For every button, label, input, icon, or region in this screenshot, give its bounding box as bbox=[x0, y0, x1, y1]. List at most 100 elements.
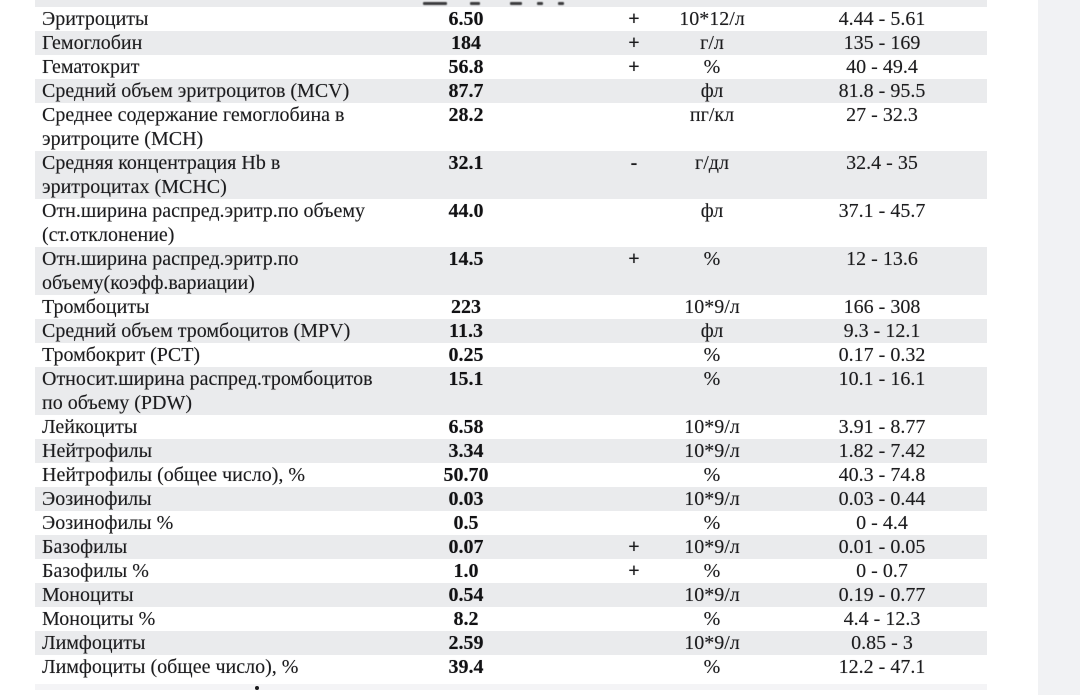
parameter-name: Лейкоциты bbox=[42, 415, 394, 439]
parameter-name: Нейтрофилы bbox=[42, 439, 394, 463]
parameter-name-line1: Тромбоциты bbox=[42, 296, 150, 318]
result-value: 15.1 bbox=[448, 368, 484, 390]
parameter-name-line1: Базофилы % bbox=[42, 560, 149, 582]
viewer-background-gutter bbox=[1038, 0, 1080, 695]
result-value: 184 bbox=[451, 32, 481, 54]
parameter-name: Нейтрофилы (общее число), % bbox=[42, 463, 394, 487]
parameter-name-line1: Относит.ширина распред.тромбоцитов bbox=[42, 368, 373, 390]
reference-range: 0 - 4.4 bbox=[856, 512, 908, 534]
parameter-name-line1: Средний объем эритроцитов (MCV) bbox=[42, 80, 350, 102]
abnormal-flag: + bbox=[628, 248, 640, 270]
unit-label: 10*9/л bbox=[684, 632, 740, 654]
table-row: Эозинофилы % 0.5 % 0 - 4.4 bbox=[35, 511, 987, 535]
unit-label: 10*9/л bbox=[684, 488, 740, 510]
clipped-text-fragment bbox=[255, 686, 259, 690]
parameter-name-line1: Лимфоциты bbox=[42, 632, 146, 654]
parameter-name: Моноциты % bbox=[42, 607, 394, 631]
reference-range: 12.2 - 47.1 bbox=[838, 656, 926, 678]
result-value: 44.0 bbox=[448, 200, 484, 222]
reference-range: 40 - 49.4 bbox=[846, 56, 918, 78]
parameter-name-line1: Эозинофилы bbox=[42, 488, 152, 510]
unit-label: пг/кл bbox=[689, 104, 735, 126]
clipped-previous-row bbox=[35, 0, 987, 7]
unit-label: % bbox=[703, 560, 721, 582]
abnormal-flag: + bbox=[628, 32, 640, 54]
parameter-name-line1: Нейтрофилы bbox=[42, 440, 153, 462]
table-row: Моноциты 0.54 10*9/л 0.19 - 0.77 bbox=[35, 583, 987, 607]
parameter-name: Эритроциты bbox=[42, 7, 394, 31]
parameter-name-line1: Тромбокрит (PCT) bbox=[42, 344, 201, 366]
parameter-name: Эозинофилы bbox=[42, 487, 394, 511]
reference-range: 3.91 - 8.77 bbox=[838, 416, 926, 438]
result-value: 6.58 bbox=[448, 416, 484, 438]
result-value: 14.5 bbox=[448, 248, 484, 270]
reference-range: 27 - 32.3 bbox=[846, 104, 918, 126]
reference-range: 135 - 169 bbox=[843, 32, 921, 54]
result-value: 8.2 bbox=[453, 608, 479, 630]
reference-range: 166 - 308 bbox=[843, 296, 921, 318]
table-row: Нейтрофилы 3.34 10*9/л 1.82 - 7.42 bbox=[35, 439, 987, 463]
lab-results-table: Эритроциты 6.50 + 10*12/л 4.44 - 5.61 Ге… bbox=[35, 0, 987, 690]
clipped-text-fragment bbox=[537, 2, 543, 5]
table-row: Моноциты % 8.2 % 4.4 - 12.3 bbox=[35, 607, 987, 631]
abnormal-flag: + bbox=[628, 56, 640, 78]
result-value: 1.0 bbox=[453, 560, 479, 582]
result-value: 3.34 bbox=[448, 440, 484, 462]
parameter-name: Эозинофилы % bbox=[42, 511, 394, 535]
table-row: Нейтрофилы (общее число), % 50.70 % 40.3… bbox=[35, 463, 987, 487]
result-value: 0.07 bbox=[448, 536, 484, 558]
table-row: Тромбоциты 223 10*9/л 166 - 308 bbox=[35, 295, 987, 319]
clipped-text-fragment bbox=[423, 2, 447, 5]
unit-label: фл bbox=[700, 80, 724, 102]
result-value: 0.25 bbox=[448, 344, 484, 366]
parameter-name: Средняя концентрация Hb в эритроцитах (M… bbox=[42, 151, 394, 199]
parameter-name-line1: Эритроциты bbox=[42, 8, 149, 30]
table-row: Средняя концентрация Hb в эритроцитах (M… bbox=[35, 151, 987, 199]
result-value: 39.4 bbox=[448, 656, 484, 678]
reference-range: 12 - 13.6 bbox=[846, 248, 918, 270]
result-value: 0.03 bbox=[448, 488, 484, 510]
unit-label: % bbox=[703, 368, 721, 390]
table-row: Базофилы 0.07 + 10*9/л 0.01 - 0.05 bbox=[35, 535, 987, 559]
parameter-name-line2: по объему (PDW) bbox=[42, 392, 193, 414]
unit-label: 10*9/л bbox=[684, 416, 740, 438]
reference-range: 81.8 - 95.5 bbox=[838, 80, 926, 102]
reference-range: 4.44 - 5.61 bbox=[838, 8, 926, 30]
parameter-name-line1: Лимфоциты (общее число), % bbox=[42, 656, 299, 678]
parameter-name: Базофилы % bbox=[42, 559, 394, 583]
result-value: 0.5 bbox=[453, 512, 479, 534]
table-row: Относит.ширина распред.тромбоцитов по об… bbox=[35, 367, 987, 415]
document-page: Эритроциты 6.50 + 10*12/л 4.44 - 5.61 Ге… bbox=[35, 0, 987, 690]
unit-label: г/дл bbox=[695, 152, 729, 174]
reference-range: 10.1 - 16.1 bbox=[838, 368, 926, 390]
reference-range: 0 - 0.7 bbox=[856, 560, 908, 582]
parameter-name: Относит.ширина распред.тромбоцитов по об… bbox=[42, 367, 394, 415]
unit-label: 10*9/л bbox=[684, 440, 740, 462]
parameter-name: Отн.ширина распред.эритр.по объему(коэфф… bbox=[42, 247, 394, 295]
result-value: 2.59 bbox=[448, 632, 484, 654]
unit-label: 10*9/л bbox=[684, 536, 740, 558]
reference-range: 0.85 - 3 bbox=[851, 632, 913, 654]
unit-label: % bbox=[703, 512, 721, 534]
parameter-name-line2: (ст.отклонение) bbox=[42, 224, 175, 246]
abnormal-flag: - bbox=[630, 152, 638, 174]
reference-range: 0.03 - 0.44 bbox=[838, 488, 926, 510]
parameter-name: Гематокрит bbox=[42, 55, 394, 79]
clipped-next-row bbox=[35, 684, 987, 690]
table-row: Лимфоциты 2.59 10*9/л 0.85 - 3 bbox=[35, 631, 987, 655]
unit-label: % bbox=[703, 248, 721, 270]
unit-label: 10*9/л bbox=[684, 296, 740, 318]
abnormal-flag: + bbox=[628, 536, 640, 558]
table-row: Отн.ширина распред.эритр.по объему (ст.о… bbox=[35, 199, 987, 247]
table-body: Эритроциты 6.50 + 10*12/л 4.44 - 5.61 Ге… bbox=[35, 7, 987, 679]
unit-label: % bbox=[703, 56, 721, 78]
parameter-name-line2: эритроците (MCH) bbox=[42, 128, 204, 150]
parameter-name: Среднее содержание гемоглобина в эритроц… bbox=[42, 103, 394, 151]
parameter-name: Отн.ширина распред.эритр.по объему (ст.о… bbox=[42, 199, 394, 247]
parameter-name-line2: объему(коэфф.вариации) bbox=[42, 272, 255, 294]
result-value: 87.7 bbox=[448, 80, 484, 102]
abnormal-flag: + bbox=[628, 560, 640, 582]
result-value: 28.2 bbox=[448, 104, 484, 126]
parameter-name-line1: Гемоглобин bbox=[42, 32, 143, 54]
reference-range: 32.4 - 35 bbox=[846, 152, 918, 174]
